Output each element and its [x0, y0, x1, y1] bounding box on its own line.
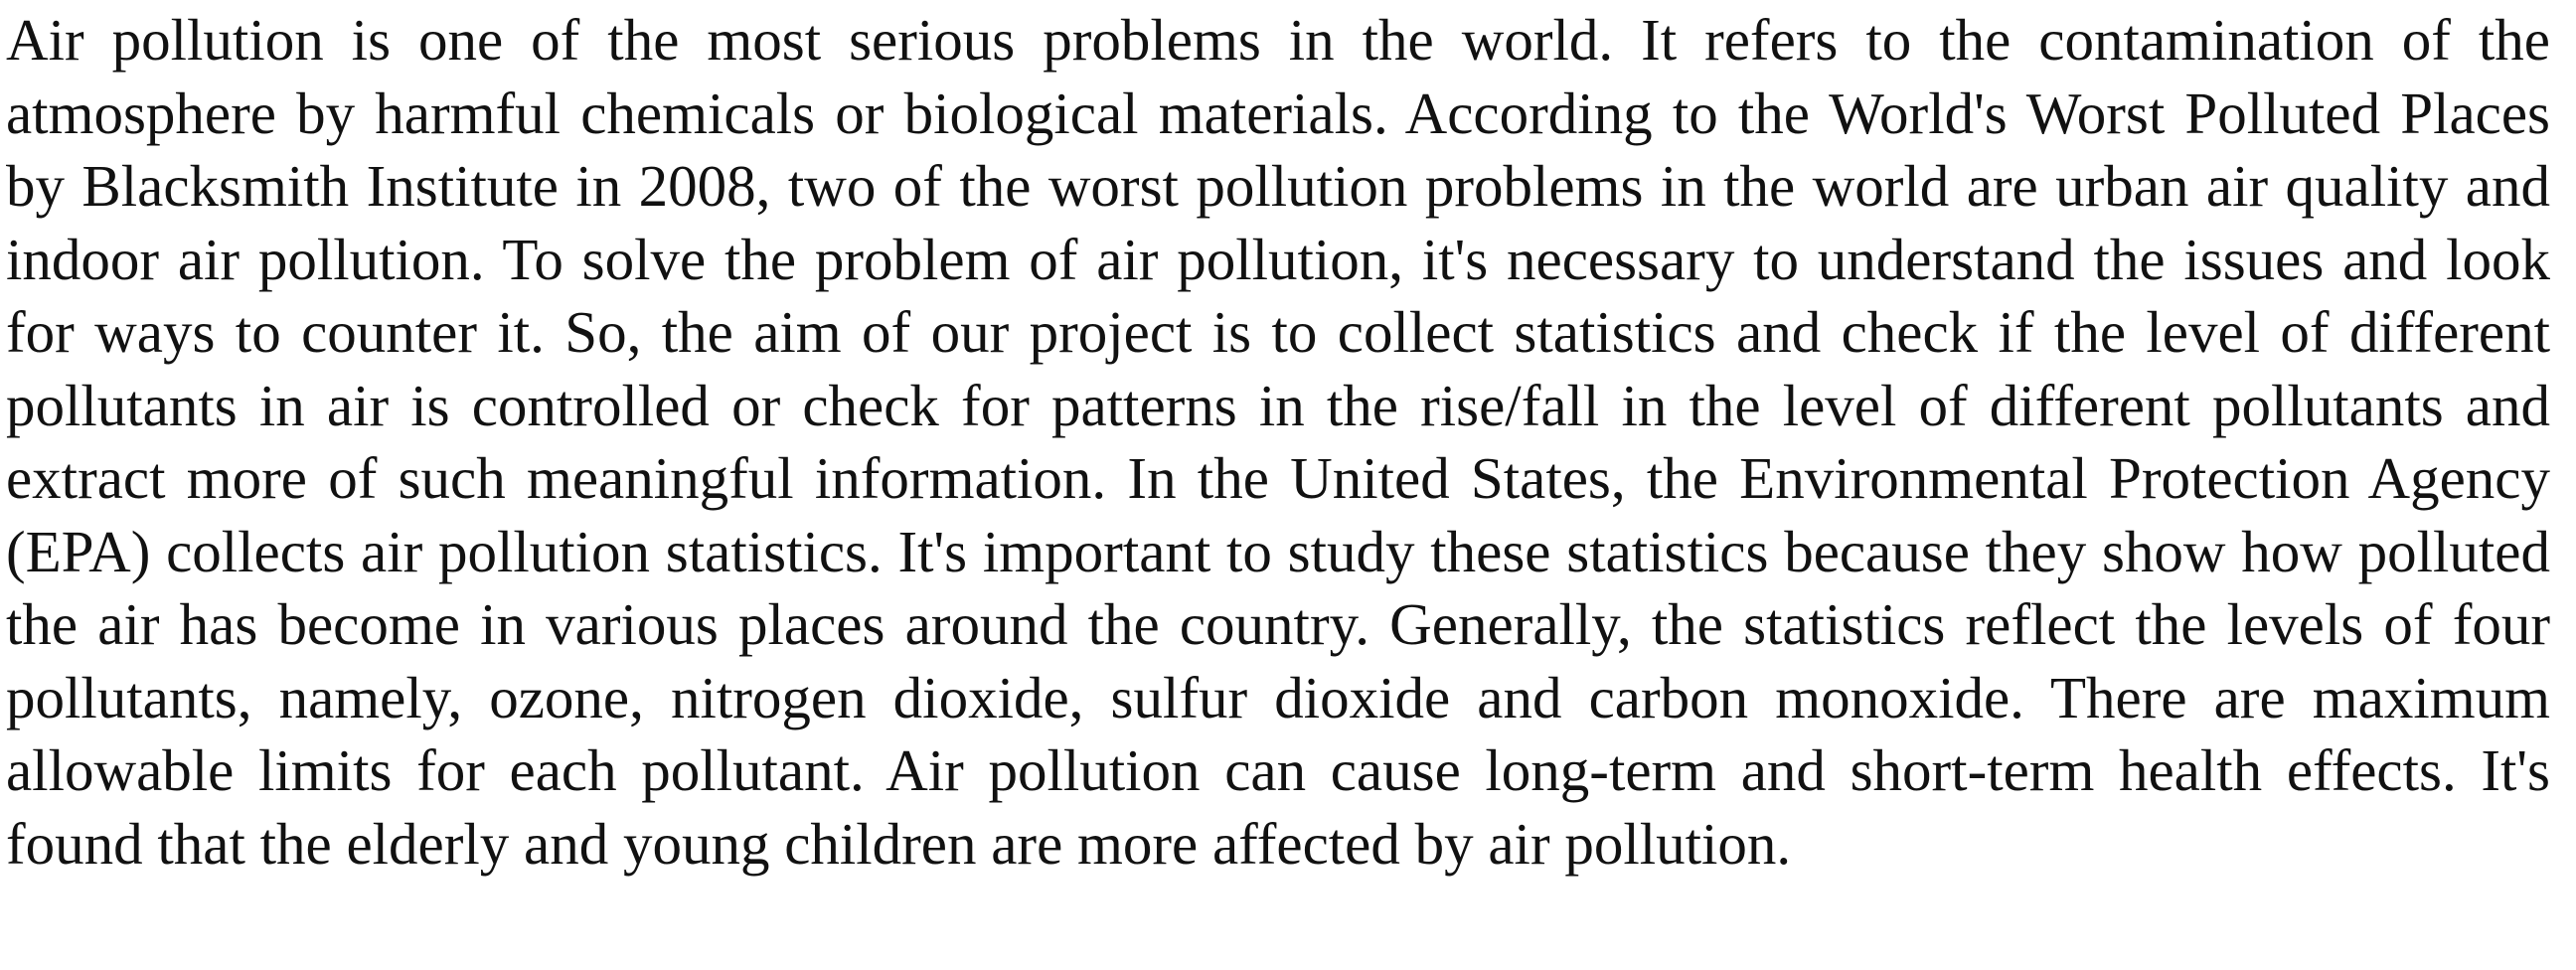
body-paragraph: Air pollution is one of the most serious… — [6, 7, 2550, 877]
